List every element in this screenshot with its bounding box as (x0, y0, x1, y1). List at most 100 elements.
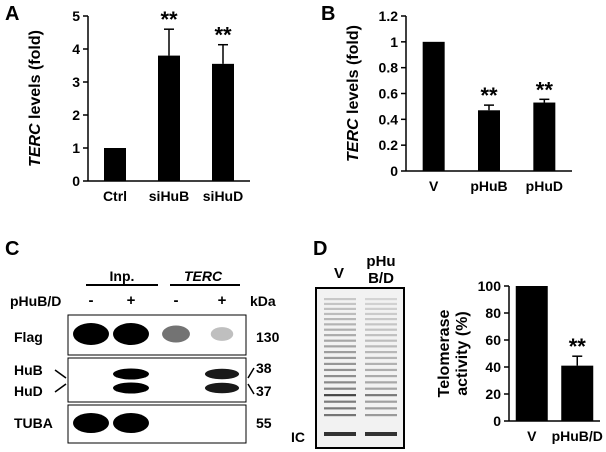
chart-d: 0 20 40 60 80 100 V ** pHuB/D Telomerase activity … (436, 278, 603, 444)
telomerase-gel-d: V pHu B/D IC (291, 253, 405, 449)
panel-label-c: C (5, 238, 19, 260)
gel-band (324, 302, 356, 306)
category-label: pHuD (526, 178, 563, 194)
y-tick-label: 1.2 (379, 8, 399, 24)
bar (104, 148, 126, 181)
gel-band (324, 345, 356, 348)
gel-band (324, 323, 356, 326)
y-tick-label: 0.2 (379, 137, 399, 153)
y-axis-label: TERC levels (fold) (345, 25, 362, 162)
kda37-pointer (247, 383, 255, 395)
significance-label: ** (480, 83, 498, 108)
hub-pointer (54, 369, 67, 379)
group-label-terc: TERC (184, 268, 223, 284)
gel-band (365, 345, 397, 348)
chart-a: 0 1 2 3 4 5 Ctrl ** siHuB ** siHuD TERC levels (fol… (27, 7, 250, 204)
gel-lane-phu: pHu (366, 253, 395, 270)
significance-label: ** (569, 334, 587, 359)
panel-label-d: D (313, 238, 327, 260)
hub-band (204, 368, 240, 380)
gel-lane-bd: B/D (368, 270, 394, 287)
y-tick-label: 80 (485, 305, 501, 321)
hu-bands (113, 368, 240, 394)
y-axis-label-line1: Telomerase (436, 310, 453, 398)
gel-band (365, 375, 397, 378)
y-axis-label-line2: activity (%) (454, 311, 471, 395)
gel-band (324, 400, 356, 403)
western-blot-c: Inp. TERC pHuB/D - + - + kDa Flag 130 Hu… (10, 268, 280, 444)
gel-band (365, 387, 397, 390)
y-tick-label: 20 (485, 386, 501, 402)
kda-flag: 130 (256, 329, 280, 345)
gel-band (365, 302, 397, 306)
gel-band (365, 339, 397, 342)
category-label: Ctrl (103, 188, 127, 204)
y-tick-label: 3 (72, 74, 80, 90)
gel-ladder (324, 298, 397, 436)
significance-label: ** (160, 7, 178, 32)
tuba-band (113, 413, 149, 433)
treatment-label: pHuB/D (10, 293, 61, 309)
lane-sign-2: + (127, 292, 136, 309)
y-tick-label: 4 (72, 41, 80, 57)
bar (422, 41, 445, 172)
gel-band (365, 307, 397, 310)
kda-38: 38 (256, 360, 272, 376)
gel-band (324, 307, 356, 310)
gel-band (324, 298, 356, 301)
gel-ic-label: IC (291, 429, 305, 445)
y-tick-label: 0.8 (379, 60, 399, 76)
bar (515, 286, 548, 421)
significance-label: ** (536, 77, 554, 102)
flag-band (162, 325, 190, 343)
category-label: V (429, 178, 439, 194)
y-tick-label: 0 (493, 413, 501, 429)
gel-band (324, 368, 356, 372)
gel-band (365, 414, 397, 417)
y-tick-label: 1 (390, 34, 398, 50)
tuba-band (73, 413, 109, 433)
y-axis-label: TERC levels (fold) (27, 30, 44, 167)
category-label: pHuB (470, 178, 507, 194)
kda-tuba: 55 (256, 415, 272, 431)
bar (212, 63, 234, 181)
lane-sign-1: - (89, 292, 94, 309)
category-label: siHuB (149, 188, 189, 204)
hub-band (113, 368, 149, 380)
gel-band (365, 312, 397, 316)
gel-band (365, 328, 397, 331)
hud-pointer (54, 383, 67, 393)
gel-band (365, 407, 397, 410)
category-label: siHuD (203, 188, 243, 204)
gel-band (365, 356, 397, 360)
bar (533, 102, 556, 171)
flag-band (210, 327, 234, 341)
y-tick-label: 60 (485, 332, 501, 348)
hud-band (113, 382, 149, 394)
category-label: V (527, 428, 537, 444)
y-tick-label: 0 (72, 173, 80, 189)
gel-band (365, 318, 397, 321)
gel-band (324, 356, 356, 360)
gel-band (324, 334, 356, 337)
gel-band (324, 375, 356, 378)
flag-band (113, 323, 149, 345)
lane-sign-3: - (174, 292, 179, 309)
gel-band (324, 351, 356, 354)
bar (561, 365, 594, 421)
significance-label: ** (214, 23, 232, 48)
gel-band (365, 400, 397, 403)
blot-frame-hu (67, 357, 247, 403)
y-tick-label: 1 (72, 140, 80, 156)
gel-band (324, 318, 356, 321)
bar (478, 110, 500, 171)
y-tick-label: 40 (485, 359, 501, 375)
lane-sign-4: + (218, 292, 227, 309)
gel-band (324, 394, 356, 397)
kda-label: kDa (250, 293, 276, 309)
gel-band (324, 362, 356, 365)
y-tick-label: 0.6 (379, 86, 399, 102)
tuba-bands (73, 413, 149, 433)
gel-frame (315, 287, 405, 449)
